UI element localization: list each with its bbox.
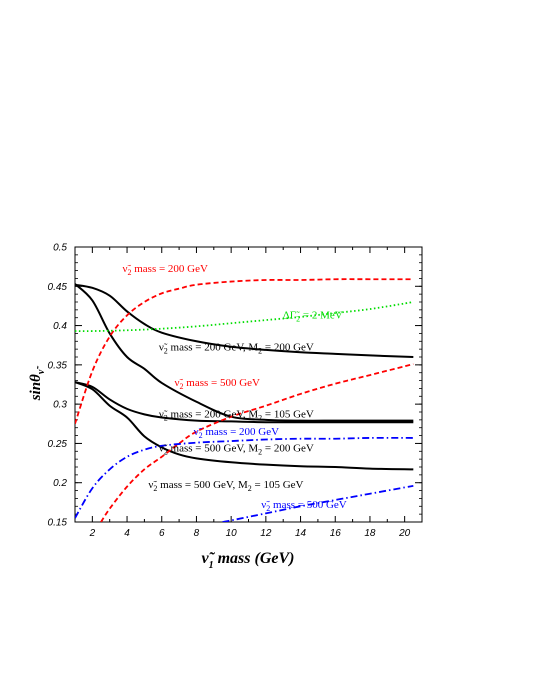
series-line-4 <box>75 381 414 471</box>
annotation-a4: ν̃2 mass = 500 GeV <box>175 377 261 391</box>
axis-ticks: 2 4 6 8 10 12 14 16 18 20 0.15 0.2 0.25 0.3 0.35 0.4 0.4… <box>48 243 423 539</box>
y-tick-label: 0.4 <box>53 321 67 332</box>
annotation-a5: ν̃2 mass = 200 GeV, M2 = 105 GeV <box>159 409 314 423</box>
series-line-2 <box>75 283 414 422</box>
y-tick-label: 0.5 <box>53 243 67 254</box>
chart-series <box>75 278 414 522</box>
annotation-a6: ν̃2 mass = 200 GeV <box>194 426 280 440</box>
annotation-a1: ν̃2 mass = 200 GeV <box>122 263 208 277</box>
x-tick-label: 16 <box>330 528 342 539</box>
annotation-a8: ν̃2 mass = 500 GeV, M2 = 105 GeV <box>148 479 303 493</box>
series-line-8 <box>75 436 414 519</box>
y-tick-label: 0.3 <box>53 400 67 411</box>
y-tick-label: 0.35 <box>48 360 68 371</box>
annotation-a9: ν̃2 mass = 500 GeV <box>261 499 347 513</box>
x-tick-label: 18 <box>364 528 376 539</box>
x-tick-label: 12 <box>260 528 272 539</box>
series-line-3 <box>75 381 414 424</box>
annotation-a2: ΔΓ̃2 = 2 MeV <box>283 310 343 324</box>
y-tick-label: 0.15 <box>48 518 68 529</box>
x-tick-label: 6 <box>159 528 165 539</box>
x-tick-label: 4 <box>124 528 130 539</box>
x-tick-label: 2 <box>89 528 96 539</box>
annotation-a7: ν̃2 mass = 500 GeV, M2 = 200 GeV <box>159 442 314 456</box>
y-axis-title: sinθν̃ <box>28 365 47 402</box>
x-tick-label: 20 <box>398 528 411 539</box>
x-tick-label: 8 <box>194 528 200 539</box>
y-tick-label: 0.45 <box>48 282 68 293</box>
series-line-5 <box>75 278 414 425</box>
y-tick-label: 0.25 <box>48 439 68 450</box>
chart-annotations: ν̃2 mass = 200 GeV ΔΓ̃2 = 2 MeV ν̃2 mass =… <box>122 263 346 513</box>
x-tick-label: 14 <box>295 528 307 539</box>
series-line-9 <box>222 484 414 522</box>
x-axis-title: ν̃1 mass (GeV) <box>202 550 295 571</box>
series-line-6 <box>100 363 414 522</box>
x-tick-label: 10 <box>226 528 238 539</box>
series-line-7 <box>75 301 414 333</box>
y-tick-label: 0.2 <box>53 478 67 489</box>
series-line-1 <box>75 283 414 358</box>
annotation-a3: ν̃2 mass = 200 GeV, M2 = 200 GeV <box>159 342 314 356</box>
